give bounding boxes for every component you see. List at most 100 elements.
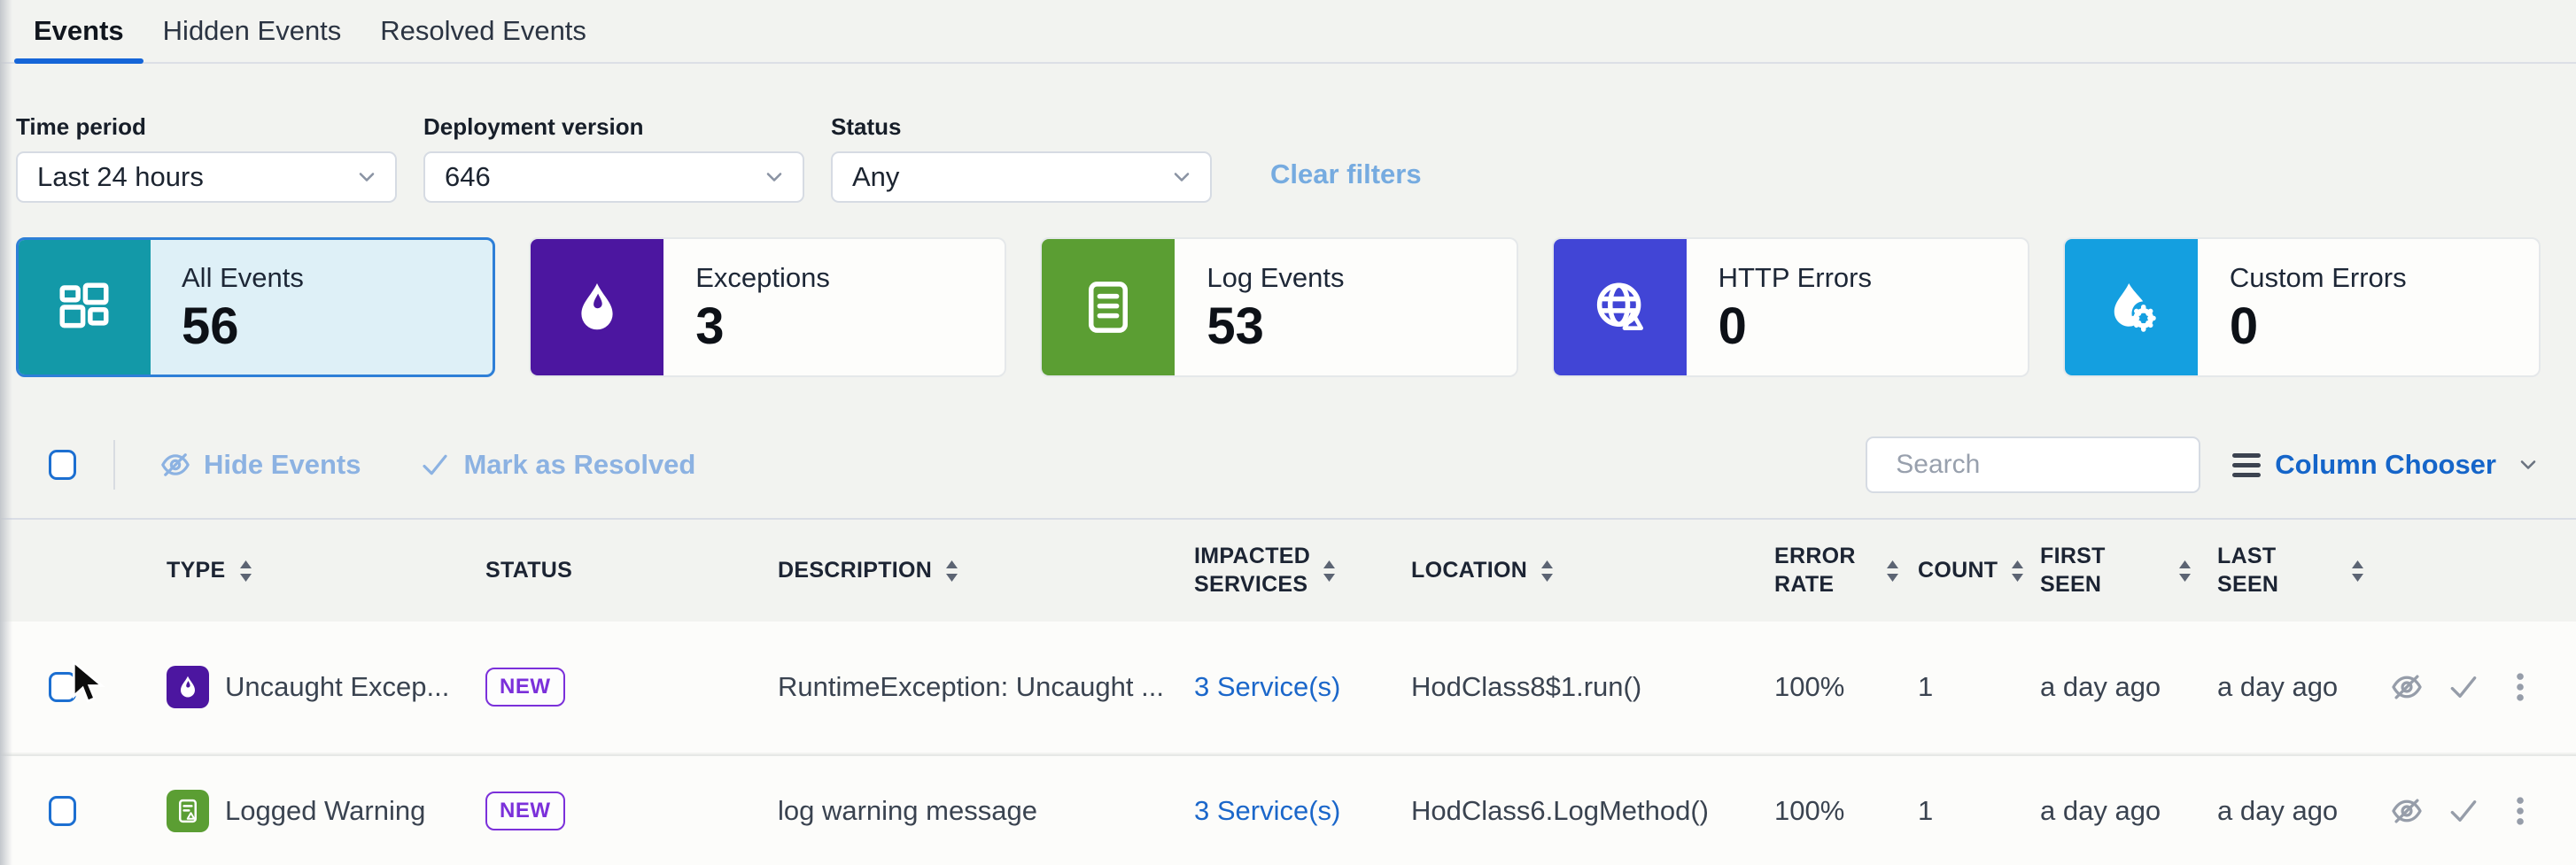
stat-cards: All Events 56 Exceptions 3 Log Events 53 — [16, 237, 2541, 377]
card-custom-errors[interactable]: Custom Errors 0 — [2062, 237, 2541, 377]
column-header-last-seen[interactable]: LAST SEEN — [2192, 543, 2365, 599]
card-exceptions[interactable]: Exceptions 3 — [529, 237, 1007, 377]
sort-icon[interactable] — [2177, 560, 2192, 583]
hide-events-button[interactable]: Hide Events — [159, 449, 361, 481]
event-count: 1 — [1918, 794, 1934, 826]
status-select[interactable]: Any — [831, 151, 1212, 203]
chevron-down-icon — [359, 173, 375, 181]
column-chooser-label: Column Chooser — [2275, 449, 2496, 480]
check-icon[interactable] — [2447, 670, 2480, 704]
tab-events[interactable]: Events — [14, 0, 144, 64]
sort-icon[interactable] — [1540, 560, 1555, 583]
eye-slash-icon[interactable] — [2390, 670, 2424, 704]
card-value: 53 — [1207, 297, 1264, 355]
hide-events-label: Hide Events — [204, 449, 361, 480]
globe-warning-icon — [1553, 239, 1687, 375]
search-input[interactable] — [1896, 450, 2238, 480]
window-left-edge — [0, 0, 12, 865]
column-header-count[interactable]: COUNT — [1900, 557, 2024, 584]
event-type: Logged Warning — [225, 794, 426, 826]
card-value: 0 — [1718, 297, 1747, 355]
flame-gear-icon — [2064, 239, 2198, 375]
chevron-down-icon — [766, 173, 782, 181]
status-badge: NEW — [485, 668, 565, 707]
card-label: HTTP Errors — [1718, 262, 1872, 293]
hamburger-icon — [2232, 452, 2262, 477]
event-count: 1 — [1918, 671, 1934, 702]
card-value: 3 — [695, 297, 725, 355]
card-all-events[interactable]: All Events 56 — [16, 237, 496, 377]
clear-filters-button[interactable]: Clear filters — [1270, 158, 1422, 189]
filter-status: Status Any — [831, 113, 1212, 203]
dashboard-icon — [19, 240, 151, 375]
eye-slash-icon — [161, 453, 190, 476]
status-value: Any — [852, 161, 900, 192]
mark-as-resolved-button[interactable]: Mark as Resolved — [419, 449, 695, 481]
first-seen: a day ago — [2040, 794, 2161, 826]
document-icon — [1042, 239, 1175, 375]
impacted-services-link[interactable]: 3 Service(s) — [1194, 671, 1341, 702]
check-icon[interactable] — [2447, 794, 2480, 828]
flame-icon — [167, 666, 209, 708]
search-box — [1866, 436, 2238, 493]
events-table: TYPE STATUS DESCRIPTION IMPACTED SERVICE… — [0, 518, 2576, 865]
check-icon — [423, 454, 448, 475]
row-checkbox[interactable] — [49, 795, 76, 826]
impacted-services-link[interactable]: 3 Service(s) — [1194, 794, 1341, 826]
column-header-type[interactable]: TYPE — [142, 557, 461, 584]
card-value: 56 — [182, 297, 239, 355]
sort-icon[interactable] — [1322, 560, 1337, 583]
column-header-first-seen[interactable]: FIRST SEEN — [2015, 543, 2192, 599]
event-type: Uncaught Excep... — [225, 671, 450, 702]
time-period-label: Time period — [16, 113, 146, 140]
select-all-checkbox[interactable] — [49, 450, 76, 480]
event-location: HodClass8$1.run() — [1411, 671, 1642, 702]
column-header-description[interactable]: DESCRIPTION — [753, 557, 1169, 584]
deployment-version-value: 646 — [445, 161, 491, 192]
tab-bar: Events Hidden Events Resolved Events — [0, 0, 2576, 64]
card-log-events[interactable]: Log Events 53 — [1040, 237, 1518, 377]
card-http-errors[interactable]: HTTP Errors 0 — [1551, 237, 2029, 377]
table-row[interactable]: Uncaught Excep... NEW RuntimeException: … — [0, 622, 2576, 753]
mark-as-resolved-label: Mark as Resolved — [463, 449, 696, 480]
filters-bar: Time period Last 24 hours Deployment ver… — [16, 113, 1422, 203]
chevron-down-icon — [2520, 460, 2536, 469]
table-row[interactable]: Logged Warning NEW log warning message 3… — [0, 754, 2576, 865]
document-warning-icon — [167, 789, 209, 832]
error-rate: 100% — [1774, 794, 1845, 826]
tab-hidden-events[interactable]: Hidden Events — [162, 15, 342, 46]
column-header-impacted-services[interactable]: IMPACTED SERVICES — [1169, 543, 1386, 599]
sort-icon[interactable] — [238, 560, 253, 583]
card-label: All Events — [182, 262, 304, 293]
kebab-menu-icon[interactable] — [2503, 670, 2537, 704]
card-label: Custom Errors — [2229, 262, 2407, 293]
sort-icon[interactable] — [1885, 560, 1900, 583]
chevron-down-icon — [1174, 173, 1190, 181]
sort-icon[interactable] — [944, 560, 959, 583]
event-location: HodClass6.LogMethod() — [1411, 794, 1710, 826]
column-header-location[interactable]: LOCATION — [1386, 557, 1750, 584]
kebab-menu-icon[interactable] — [2503, 794, 2537, 828]
deployment-version-select[interactable]: 646 — [423, 151, 804, 203]
time-period-select[interactable]: Last 24 hours — [16, 151, 397, 203]
eye-slash-icon[interactable] — [2390, 794, 2424, 828]
first-seen: a day ago — [2040, 671, 2161, 702]
last-seen: a day ago — [2217, 671, 2339, 702]
last-seen: a day ago — [2217, 794, 2339, 826]
sort-icon[interactable] — [2350, 560, 2365, 583]
tab-resolved-events[interactable]: Resolved Events — [380, 15, 586, 46]
status-label: Status — [831, 113, 902, 140]
column-header-error-rate[interactable]: ERROR RATE — [1750, 543, 1900, 599]
error-rate: 100% — [1774, 671, 1845, 702]
row-checkbox[interactable] — [49, 672, 76, 702]
status-badge: NEW — [485, 791, 565, 830]
filter-time-period: Time period Last 24 hours — [16, 113, 397, 203]
table-toolbar: Hide Events Mark as Resolved Column Choo… — [0, 436, 2541, 494]
column-chooser-button[interactable]: Column Chooser — [2232, 449, 2541, 481]
filter-deployment-version: Deployment version 646 — [423, 113, 804, 203]
card-label: Log Events — [1207, 262, 1345, 293]
sort-icon[interactable] — [2010, 560, 2025, 583]
event-description: RuntimeException: Uncaught ... — [778, 671, 1164, 702]
column-header-status[interactable]: STATUS — [485, 557, 573, 583]
